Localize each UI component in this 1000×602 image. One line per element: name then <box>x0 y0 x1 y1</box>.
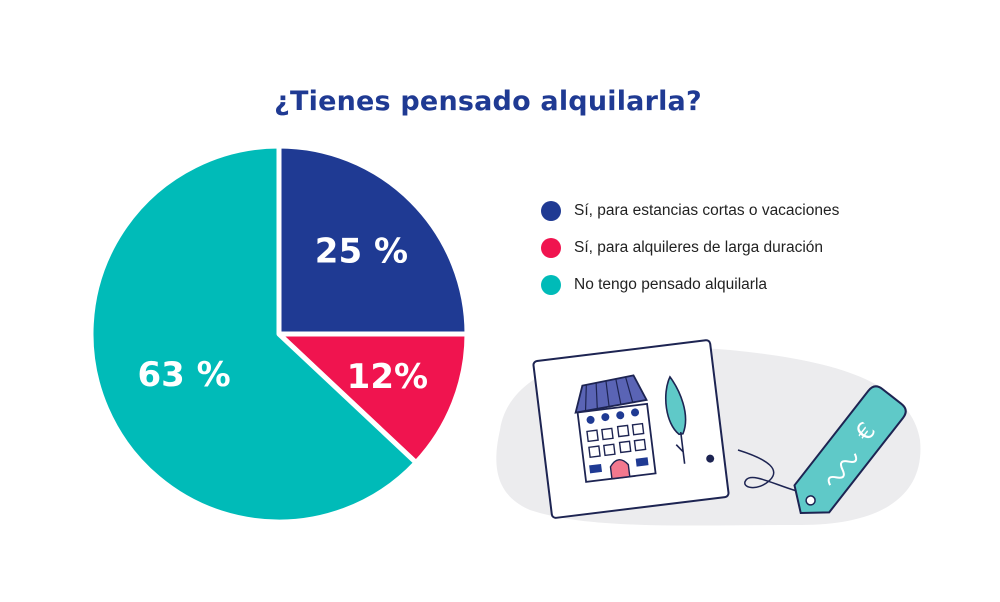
pie-label-no-rent: 63 % <box>137 355 230 395</box>
pie-label-long-term: 12% <box>347 357 428 397</box>
pie-slice-no-rent <box>88 143 419 525</box>
house-roof <box>574 374 648 414</box>
price-tag: € <box>793 385 907 515</box>
legend-item-long-term: Sí, para alquileres de larga duración <box>541 229 839 266</box>
tree <box>664 375 687 436</box>
pie-slice-short-stays <box>276 143 470 337</box>
tag-string <box>737 449 801 493</box>
house-card <box>532 339 730 519</box>
house-for-rent-illustration: € <box>496 339 921 526</box>
legend: Sí, para estancias cortas o vacaciones S… <box>541 192 839 303</box>
legend-label-short-stays: Sí, para estancias cortas o vacaciones <box>574 201 840 219</box>
legend-swatch-long-term <box>541 237 561 258</box>
legend-item-short-stays: Sí, para estancias cortas o vacaciones <box>541 192 839 229</box>
legend-swatch-no-rent <box>541 274 561 295</box>
legend-label-no-rent: No tengo pensado alquilarla <box>574 275 768 293</box>
legend-swatch-short-stays <box>541 200 561 221</box>
legend-item-no-rent: No tengo pensado alquilarla <box>541 266 839 303</box>
pie-chart: 25 % 12% 63 % <box>88 143 470 525</box>
legend-label-long-term: Sí, para alquileres de larga duración <box>574 238 824 256</box>
pie-label-short-stays: 25 % <box>315 232 408 272</box>
pie-slice-long-term <box>276 331 470 466</box>
chart-title: ¿Tienes pensado alquilarla? <box>274 86 702 117</box>
house-door <box>609 459 631 480</box>
